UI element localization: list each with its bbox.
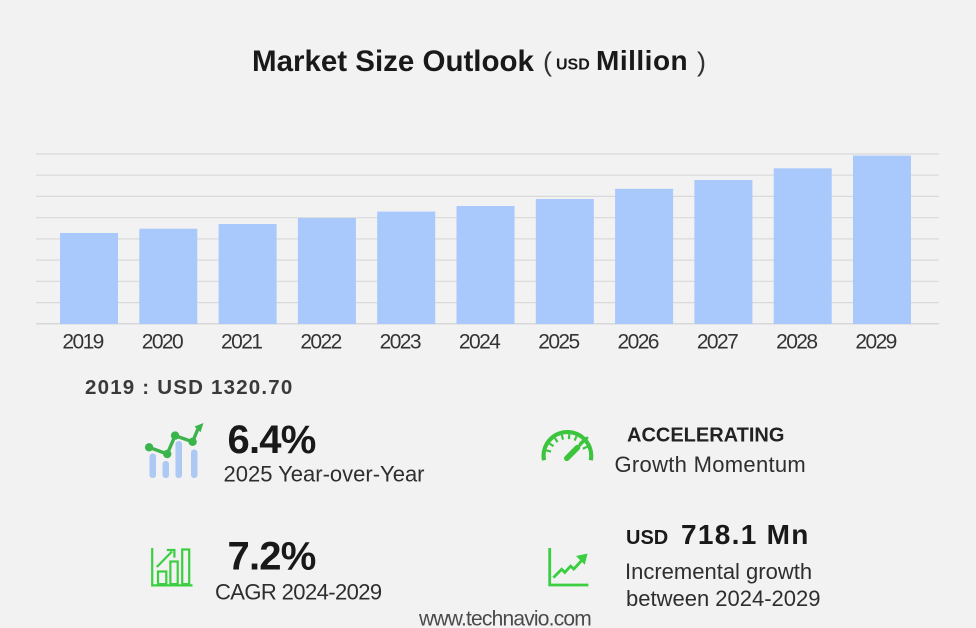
svg-text:Growth Momentum: Growth Momentum	[615, 452, 807, 477]
svg-text:2028: 2028	[776, 331, 817, 354]
svg-text:2019: 2019	[62, 331, 103, 354]
svg-text:www.technavio.com: www.technavio.com	[418, 608, 591, 628]
svg-text:Market Size Outlook: Market Size Outlook	[252, 45, 535, 78]
svg-text:2026: 2026	[618, 331, 659, 354]
svg-text:2019 : USD 1320.70: 2019 : USD 1320.70	[85, 376, 294, 399]
svg-text:718.1 Mn: 718.1 Mn	[681, 519, 810, 550]
svg-text:2024: 2024	[459, 331, 501, 354]
svg-text:Incremental growth: Incremental growth	[625, 559, 812, 584]
svg-text:2027: 2027	[697, 331, 738, 354]
svg-text:USD: USD	[556, 57, 590, 74]
svg-text:2029: 2029	[855, 331, 896, 354]
svg-text:2022: 2022	[300, 331, 341, 354]
svg-text:ACCELERATING: ACCELERATING	[627, 424, 784, 446]
svg-text:): )	[697, 47, 706, 77]
svg-text:2023: 2023	[380, 331, 421, 354]
svg-text:2025: 2025	[538, 331, 579, 354]
svg-text:7.2%: 7.2%	[228, 534, 316, 578]
svg-text:6.4%: 6.4%	[228, 418, 316, 462]
svg-text:2020: 2020	[142, 331, 183, 354]
svg-text:(: (	[543, 47, 552, 77]
svg-text:between 2024-2029: between 2024-2029	[626, 586, 821, 611]
svg-text:2025 Year-over-Year: 2025 Year-over-Year	[224, 462, 425, 487]
svg-text:2021: 2021	[221, 331, 262, 354]
svg-text:Million: Million	[596, 45, 688, 76]
svg-text:USD: USD	[626, 527, 668, 549]
svg-text:CAGR 2024-2029: CAGR 2024-2029	[215, 580, 382, 605]
